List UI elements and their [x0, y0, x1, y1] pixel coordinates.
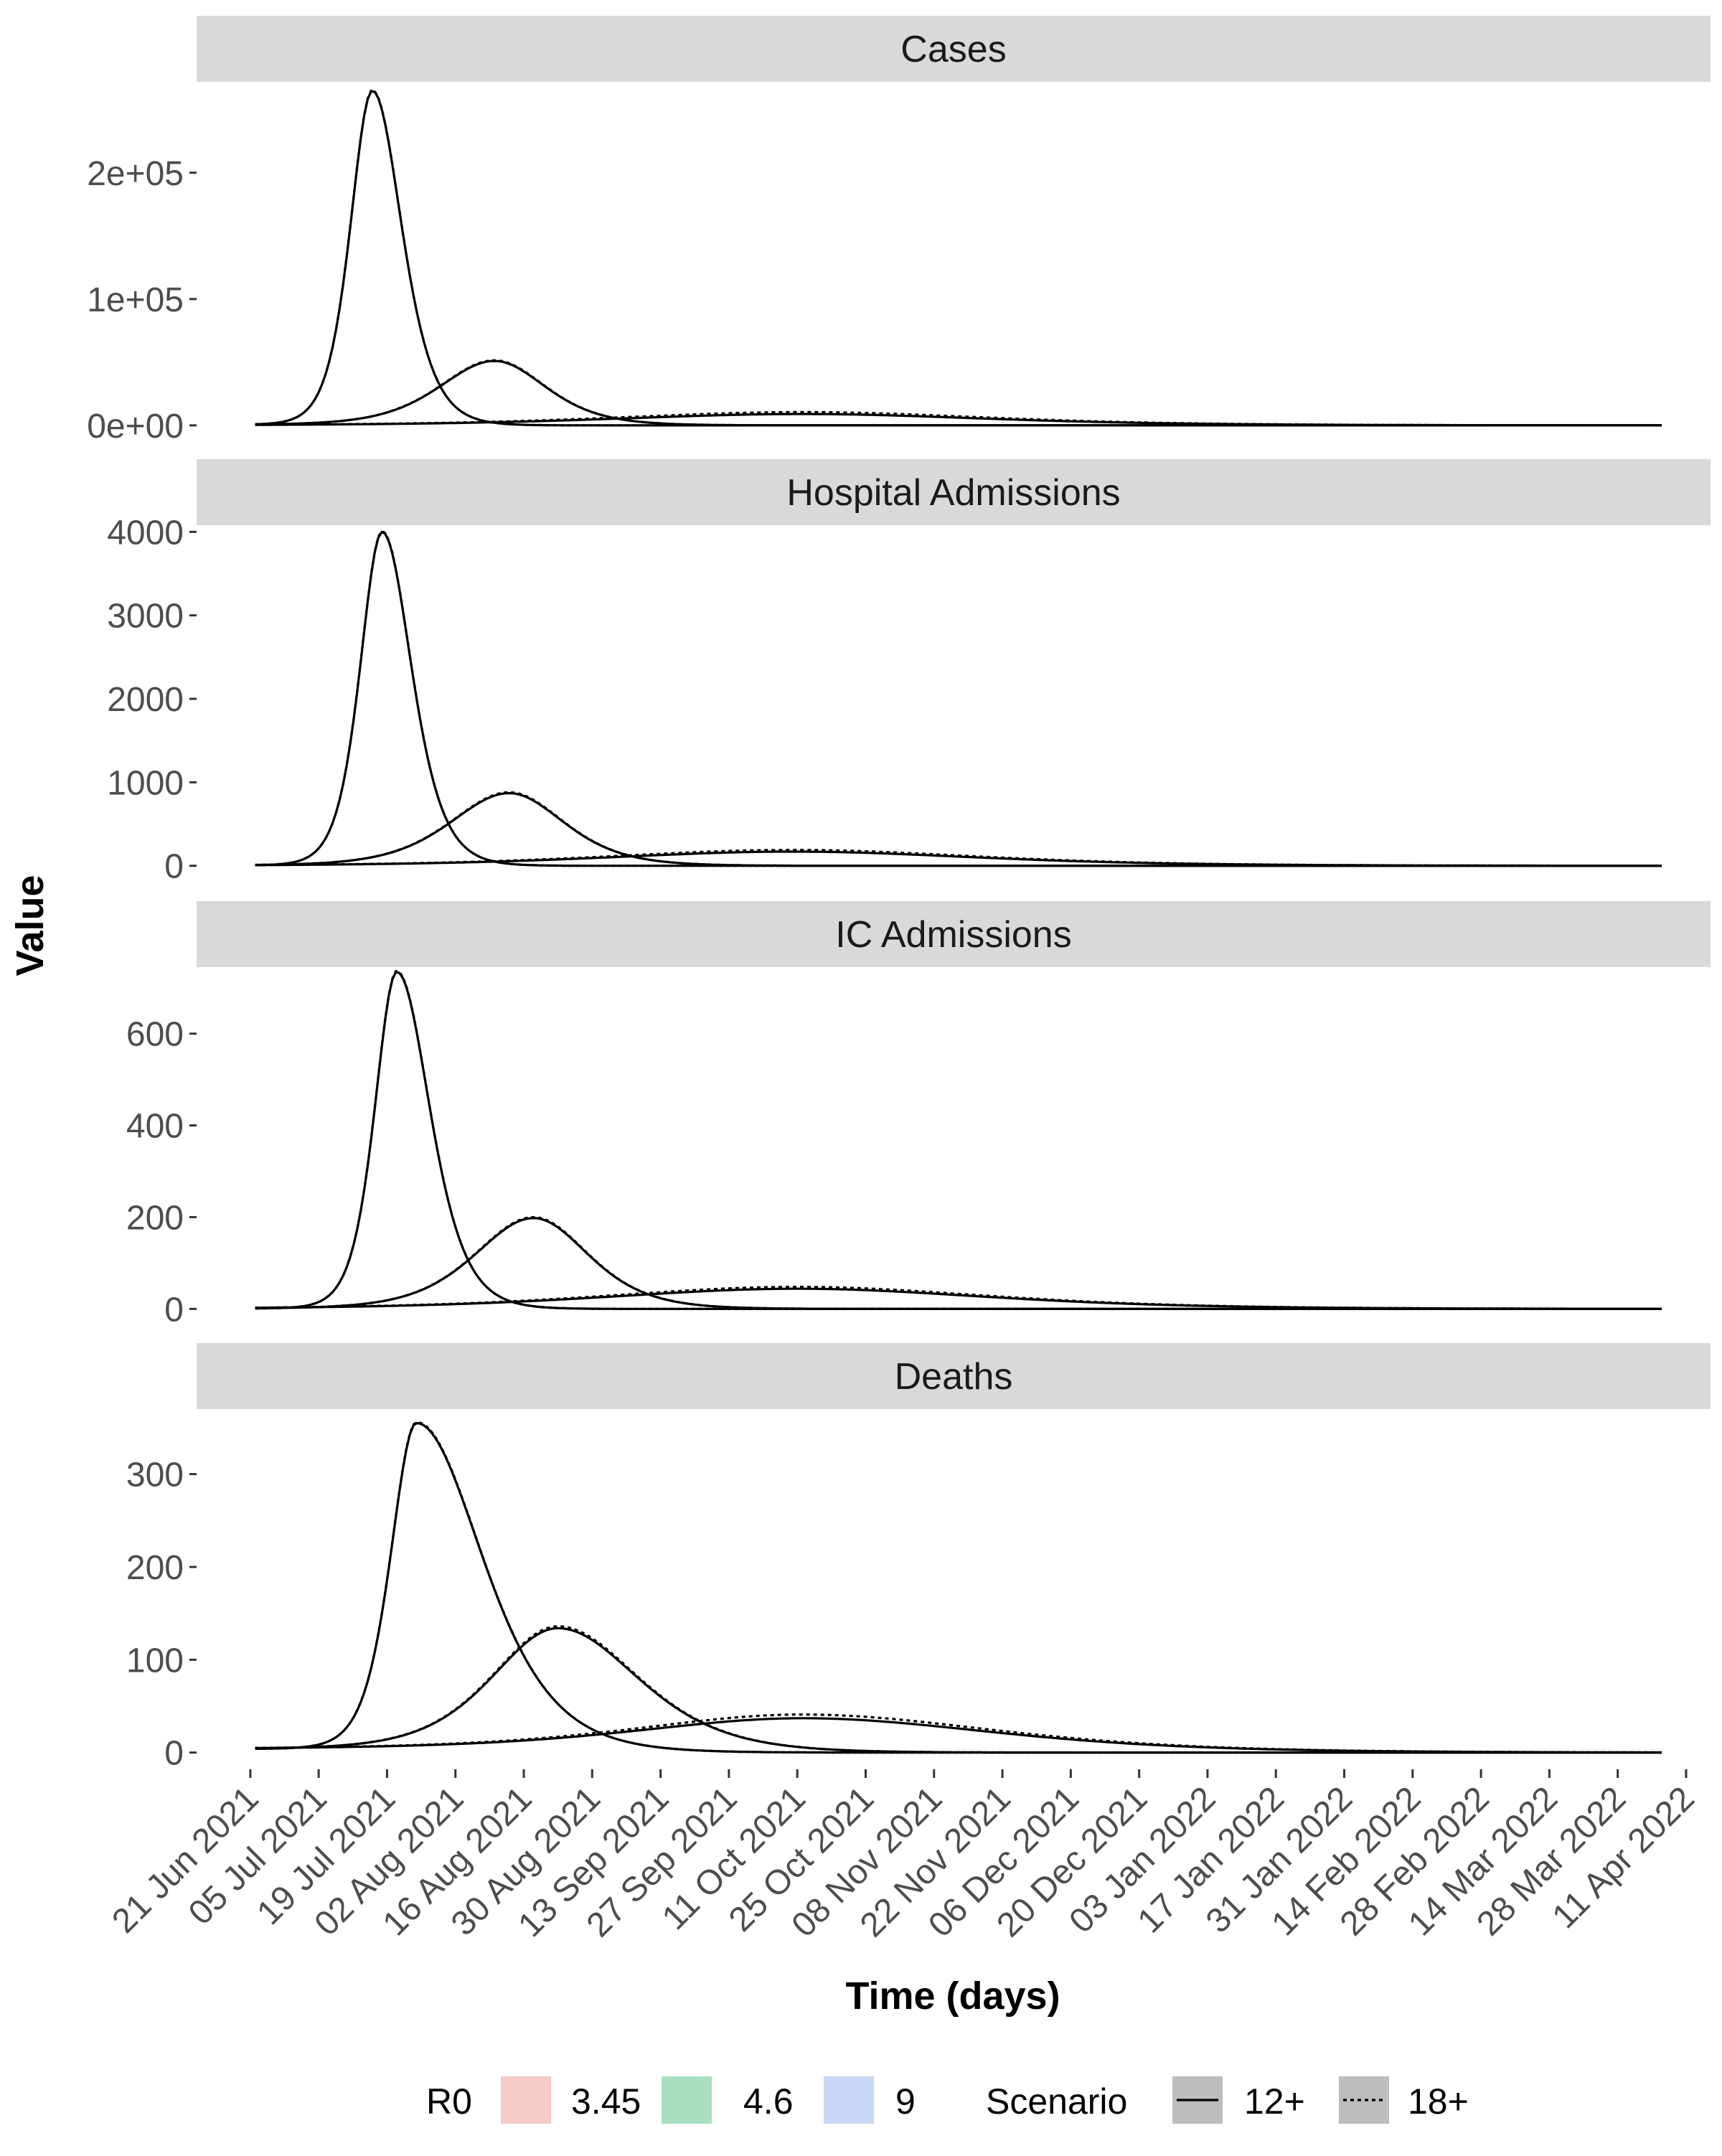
legend-key-r0: [501, 2076, 551, 2124]
y-tick-label: 0e+00: [87, 408, 184, 446]
strip-label: Cases: [900, 29, 1006, 70]
legend-label-scenario: 18+: [1408, 2081, 1469, 2122]
strip-background: [197, 16, 1711, 82]
y-tick-label: 2000: [107, 681, 184, 719]
y-tick-label: 1000: [107, 764, 184, 802]
panel-0: Cases 0e+00 1e+05 2e+05: [87, 16, 1711, 446]
series-line-r0-9-12plus: [255, 530, 1662, 867]
y-tick-label: 400: [126, 1108, 184, 1146]
series-line-r0-9-12plus: [255, 1421, 1662, 1754]
series-group: [255, 529, 1662, 867]
y-tick-label: 300: [126, 1456, 184, 1494]
y-tick-label: 4000: [107, 514, 184, 552]
panels-layer: Cases 0e+00 1e+05 2e+05 Hospital Admissions 0…: [87, 16, 1711, 1773]
strip-label: Hospital Admissions: [786, 472, 1120, 514]
legend: R0 3.45 4.6 9 Scenario 12+ 18+: [426, 2076, 1469, 2124]
series-line-r0-3_45-18plus: [255, 1286, 1662, 1310]
y-tick-label: 0: [164, 1735, 184, 1773]
series-line-r0-3_45-18plus: [255, 849, 1662, 867]
series-group: [255, 970, 1662, 1310]
series-line-r0-3_45-18plus: [255, 410, 1662, 427]
series-line-r0-4_6-12plus: [255, 1627, 1662, 1754]
series-line-r0-4_6-18plus: [255, 1625, 1662, 1754]
series-line-r0-3_45-12plus: [255, 850, 1662, 867]
series-line-r0-3_45-12plus: [255, 1717, 1662, 1754]
y-tick-label: 200: [126, 1199, 184, 1237]
legend-title-r0: R0: [426, 2081, 472, 2122]
strip-label: Deaths: [895, 1356, 1013, 1398]
y-tick-label: 0: [164, 848, 184, 886]
series-line-r0-3_45-12plus: [255, 1287, 1662, 1310]
y-tick-label: 2e+05: [87, 155, 184, 193]
legend-label-r0: 9: [895, 2081, 916, 2122]
series-line-r0-9-12plus: [255, 90, 1662, 427]
series-line-r0-9-18plus: [255, 529, 1662, 867]
y-tick-label: 200: [126, 1549, 184, 1587]
strip-label: IC Admissions: [835, 914, 1071, 956]
legend-label-scenario: 12+: [1244, 2081, 1305, 2122]
series-line-r0-3_45-18plus: [255, 1713, 1662, 1754]
y-tick-label: 600: [126, 1016, 184, 1054]
panel-1: Hospital Admissions 0 1000 2000 3000 4000: [107, 459, 1711, 886]
y-tick-label: 3000: [107, 598, 184, 636]
series-line-r0-4_6-18plus: [255, 1215, 1662, 1310]
y-axis-title: Value: [9, 875, 52, 976]
legend-key-r0: [662, 2076, 712, 2124]
series-group: [255, 89, 1662, 427]
series-line-r0-9-12plus: [255, 971, 1662, 1310]
legend-key-r0: [824, 2076, 874, 2124]
x-axis-title: Time (days): [845, 1974, 1060, 2018]
series-line-r0-9-18plus: [255, 89, 1662, 427]
strip-background: [197, 459, 1711, 525]
y-tick-label: 100: [126, 1642, 184, 1680]
y-tick-label: 0: [164, 1291, 184, 1329]
panel-2: IC Admissions 0 200 400 600: [126, 901, 1711, 1329]
strip-background: [197, 1343, 1711, 1409]
series-group: [255, 1421, 1662, 1754]
strip-background: [197, 901, 1711, 967]
y-tick-label: 1e+05: [87, 281, 184, 319]
legend-label-r0: 4.6: [743, 2081, 794, 2122]
legend-title-scenario: Scenario: [986, 2081, 1127, 2122]
panel-3: Deaths 0 100 200 300: [126, 1343, 1711, 1773]
legend-label-r0: 3.45: [571, 2081, 641, 2122]
